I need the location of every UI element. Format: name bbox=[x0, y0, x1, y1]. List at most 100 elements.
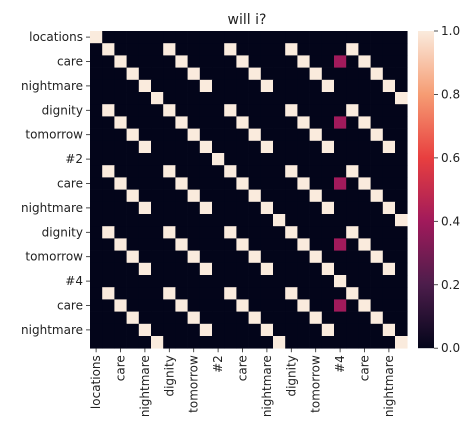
heatmap-cell-r20-c12 bbox=[236, 275, 249, 288]
heatmap-cell-r4-c1 bbox=[102, 79, 115, 93]
heatmap-cell-r13-c4 bbox=[138, 189, 152, 203]
heatmap-cell-r5-c13 bbox=[248, 92, 262, 105]
heatmap-cell-r8-c0 bbox=[90, 128, 103, 142]
y-tick-label: care bbox=[57, 177, 83, 191]
heatmap-cell-r8-c1 bbox=[102, 128, 115, 142]
heatmap-cell-r2-c24 bbox=[382, 55, 396, 68]
heatmap-cell-r3-c9 bbox=[199, 67, 213, 81]
heatmap-cell-r16-c21 bbox=[346, 226, 359, 239]
heatmap-cell-r12-c11 bbox=[224, 177, 237, 190]
heatmap-cell-r14-c25 bbox=[395, 201, 408, 215]
heatmap-cell-r14-c8 bbox=[187, 201, 201, 215]
heatmap-cell-r2-c8 bbox=[187, 55, 201, 68]
heatmap-cell-r17-c1 bbox=[102, 238, 115, 251]
heatmap-cell-r19-c19 bbox=[321, 262, 335, 276]
heatmap-cell-r11-c0 bbox=[90, 165, 103, 178]
heatmap-cell-r4-c17 bbox=[297, 79, 310, 93]
heatmap-cell-r6-c13 bbox=[248, 104, 262, 117]
heatmap-cell-r14-c17 bbox=[297, 201, 310, 215]
heatmap-cell-r12-c23 bbox=[370, 177, 384, 190]
heatmap-cell-r9-c23 bbox=[370, 140, 384, 154]
heatmap-cell-r11-c3 bbox=[126, 165, 140, 178]
heatmap-cell-r15-c5 bbox=[151, 214, 164, 227]
heatmap-cell-r25-c13 bbox=[248, 336, 262, 349]
heatmap-cell-r15-c9 bbox=[199, 214, 213, 227]
heatmap-cell-r10-c9 bbox=[199, 153, 213, 166]
heatmap-cell-r9-c7 bbox=[175, 140, 188, 154]
heatmap-cell-r3-c21 bbox=[346, 67, 359, 81]
heatmap-cell-r4-c15 bbox=[273, 79, 286, 93]
heatmap-cell-r10-c18 bbox=[309, 153, 323, 166]
heatmap-cell-r24-c23 bbox=[370, 323, 384, 337]
heatmap-cell-r24-c4 bbox=[138, 323, 152, 337]
heatmap-cell-r24-c5 bbox=[151, 323, 164, 337]
heatmap-cell-r25-c19 bbox=[321, 336, 335, 349]
heatmap-cell-r0-c9 bbox=[199, 31, 213, 44]
heatmap-cell-r6-c11 bbox=[224, 104, 237, 117]
heatmap-cell-r19-c24 bbox=[382, 262, 396, 276]
heatmap-cell-r10-c11 bbox=[224, 153, 237, 166]
heatmap-cell-r16-c16 bbox=[285, 226, 298, 239]
heatmap-cell-r15-c22 bbox=[358, 214, 371, 227]
heatmap-cell-r5-c11 bbox=[224, 92, 237, 105]
heatmap-cell-r2-c9 bbox=[199, 55, 213, 68]
heatmap-cell-r8-c24 bbox=[382, 128, 396, 142]
heatmap-cell-r13-c0 bbox=[90, 189, 103, 203]
heatmap-cell-r3-c14 bbox=[260, 67, 274, 81]
heatmap-cell-r10-c21 bbox=[346, 153, 359, 166]
heatmap-cell-r0-c7 bbox=[175, 31, 188, 44]
heatmap-cell-r16-c14 bbox=[260, 226, 274, 239]
heatmap-cell-r16-c24 bbox=[382, 226, 396, 239]
heatmap-cell-r22-c1 bbox=[102, 299, 115, 312]
heatmap-cell-r15-c20 bbox=[334, 214, 347, 227]
heatmap-cell-r8-c3 bbox=[126, 128, 140, 142]
heatmap-cell-r21-c2 bbox=[114, 287, 127, 300]
heatmap-cell-r21-c4 bbox=[138, 287, 152, 300]
heatmap-cell-r16-c7 bbox=[175, 226, 188, 239]
heatmap-cell-r22-c11 bbox=[224, 299, 237, 312]
heatmap-cell-r13-c20 bbox=[334, 189, 347, 203]
heatmap-cell-r14-c11 bbox=[224, 201, 237, 215]
heatmap-cell-r6-c14 bbox=[260, 104, 274, 117]
heatmap-cell-r17-c25 bbox=[395, 238, 408, 251]
heatmap-cell-r24-c7 bbox=[175, 323, 188, 337]
heatmap-cell-r7-c5 bbox=[151, 116, 164, 129]
heatmap-cell-r19-c8 bbox=[187, 262, 201, 276]
heatmap-cell-r12-c1 bbox=[102, 177, 115, 190]
heatmap-cell-r14-c15 bbox=[273, 201, 286, 215]
heatmap-cell-r25-c20 bbox=[334, 336, 347, 349]
heatmap-cell-r25-c9 bbox=[199, 336, 213, 349]
heatmap-cell-r1-c11 bbox=[224, 43, 237, 56]
heatmap-cell-r24-c16 bbox=[285, 323, 298, 337]
heatmap-cell-r2-c23 bbox=[370, 55, 384, 68]
heatmap-cell-r24-c13 bbox=[248, 323, 262, 337]
heatmap-cell-r7-c24 bbox=[382, 116, 396, 129]
heatmap-cell-r23-c1 bbox=[102, 311, 115, 325]
heatmap-cell-r20-c17 bbox=[297, 275, 310, 288]
heatmap-cell-r5-c24 bbox=[382, 92, 396, 105]
heatmap-cell-r13-c23 bbox=[370, 189, 384, 203]
heatmap-cell-r2-c0 bbox=[90, 55, 103, 68]
heatmap-cell-r17-c20 bbox=[334, 238, 347, 251]
chart-title: will i? bbox=[228, 12, 267, 28]
heatmap-cell-r22-c6 bbox=[163, 299, 176, 312]
heatmap-cell-r0-c3 bbox=[126, 31, 140, 44]
heatmap-cell-r21-c14 bbox=[260, 287, 274, 300]
heatmap-cell-r21-c15 bbox=[273, 287, 286, 300]
heatmap-cell-r6-c9 bbox=[199, 104, 213, 117]
heatmap-cell-r7-c15 bbox=[273, 116, 286, 129]
heatmap-cell-r2-c12 bbox=[236, 55, 249, 68]
heatmap-cell-r20-c0 bbox=[90, 275, 103, 288]
heatmap-cell-r10-c25 bbox=[395, 153, 408, 166]
heatmap-cell-r9-c14 bbox=[260, 140, 274, 154]
heatmap-cell-r24-c9 bbox=[199, 323, 213, 337]
x-tick-label: dignity bbox=[162, 355, 176, 396]
heatmap-cell-r3-c20 bbox=[334, 67, 347, 81]
heatmap-cell-r1-c6 bbox=[163, 43, 176, 56]
heatmap-cell-r0-c14 bbox=[260, 31, 274, 44]
heatmap-cell-r1-c4 bbox=[138, 43, 152, 56]
heatmap-cell-r21-c23 bbox=[370, 287, 384, 300]
heatmap-cell-r18-c8 bbox=[187, 250, 201, 264]
heatmap-cell-r11-c13 bbox=[248, 165, 262, 178]
heatmap-cell-r1-c1 bbox=[102, 43, 115, 56]
